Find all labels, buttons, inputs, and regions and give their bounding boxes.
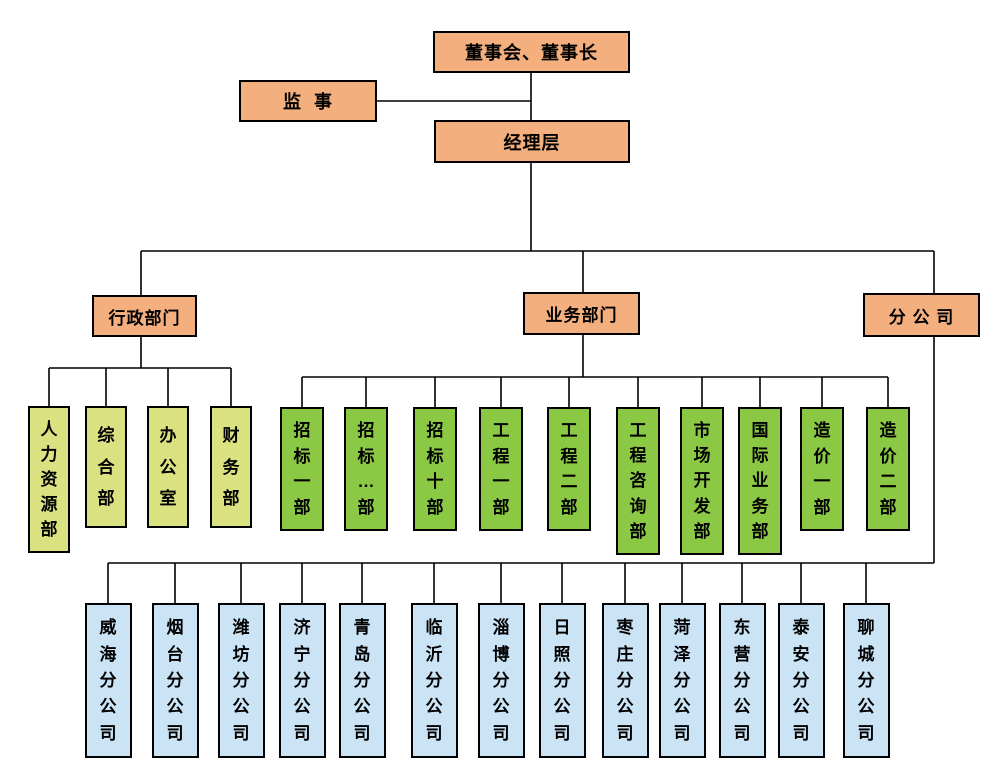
supervisor-box: 监 事	[239, 80, 377, 122]
branch-company-box: 淄博分公司	[477, 603, 525, 758]
branch-company-box: 威海分公司	[84, 603, 132, 758]
admin-department-box: 办公室	[147, 406, 189, 528]
branch-company-box: 烟台分公司	[151, 603, 199, 758]
admin-department-box: 综合部	[85, 406, 127, 528]
business-department-box: 工程二部	[547, 407, 591, 531]
branch-company-box: 临沂分公司	[410, 603, 458, 758]
business-department-box: 工程一部	[479, 407, 523, 531]
business-department-box: 国际业务部	[738, 407, 782, 555]
admin-department-box: 财务部	[210, 406, 252, 528]
branch-company-box: 聊城分公司	[842, 603, 890, 758]
board-chairman-box: 董事会、董事长	[433, 31, 630, 73]
branch-company-box: 青岛分公司	[338, 603, 386, 758]
business-department-box: 工程咨询部	[616, 407, 660, 555]
business-department-box: 市场开发部	[680, 407, 724, 555]
admin-department-box: 人力资源部	[28, 406, 70, 553]
branch-companies-box: 分 公 司	[863, 293, 980, 337]
management-layer-box: 经理层	[434, 120, 630, 163]
business-department-box: 造价一部	[800, 407, 844, 531]
branch-company-box: 枣庄分公司	[601, 603, 649, 758]
branch-company-box: 潍坊分公司	[217, 603, 265, 758]
business-department-box: 招标一部	[280, 407, 324, 531]
branch-company-box: 日照分公司	[538, 603, 586, 758]
business-department-box: 招标十部	[413, 407, 457, 531]
business-departments-box: 业务部门	[523, 292, 640, 335]
branch-company-box: 泰安分公司	[777, 603, 825, 758]
branch-company-box: 东营分公司	[718, 603, 766, 758]
business-department-box: 招标… 部	[344, 407, 388, 531]
business-department-box: 造价二部	[866, 407, 910, 531]
admin-departments-box: 行政部门	[92, 295, 197, 337]
branch-company-box: 菏泽分公司	[658, 603, 706, 758]
branch-company-box: 济宁分公司	[278, 603, 326, 758]
